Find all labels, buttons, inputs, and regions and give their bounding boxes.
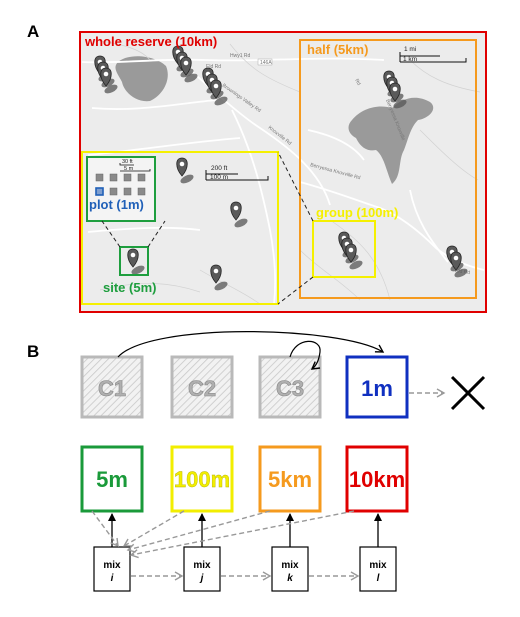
scale-box-100m: 100m	[170, 445, 234, 513]
dashed-5km-to-mix-i	[126, 510, 271, 553]
scale-label-inset-ft: 30 ft	[122, 159, 133, 165]
region-label-group: group (100m)	[316, 205, 398, 220]
road-label: Rd	[353, 78, 362, 87]
mix-box-word: mix	[103, 560, 121, 571]
region-half	[299, 39, 477, 299]
road-label: Eld Rd	[206, 64, 221, 70]
region-label-plot: plot (1m)	[89, 197, 144, 212]
mix-box-var: l	[377, 573, 380, 584]
connector-site-left	[101, 220, 121, 248]
scale-box-label-5km: 5km	[268, 467, 312, 492]
scale-label-km: 1 km	[403, 56, 417, 63]
control-box-c2: C2	[170, 355, 234, 419]
mix-box-word: mix	[193, 560, 211, 571]
mix-box-word: mix	[369, 560, 387, 571]
connector-group-top	[277, 151, 314, 222]
road-label: Hwy1 Rd	[230, 53, 251, 59]
arrow-c3-loop	[289, 340, 321, 370]
connector-group-bottom	[277, 276, 314, 305]
mix-box-var: i	[111, 573, 114, 584]
scale-label-m: 100 m	[210, 174, 228, 181]
region-site	[119, 246, 149, 276]
plot-box-label: 1m	[361, 376, 393, 401]
mix-box-var: j	[199, 573, 204, 584]
scale-box-label-5m: 5m	[96, 467, 128, 492]
region-label-half: half (5km)	[307, 42, 368, 57]
panel-a-letter: A	[27, 22, 39, 41]
control-label-c3: C3	[276, 376, 304, 401]
lake-east	[348, 97, 434, 184]
route-shield	[257, 58, 273, 66]
arrow-c1-to-1m	[117, 331, 385, 358]
scale-bar-top	[399, 52, 467, 63]
scale-bar-inset	[119, 163, 151, 172]
scale-label-inset-m: 5 m	[124, 166, 134, 172]
region-group	[312, 220, 376, 278]
dashed-10km-to-mix-i	[129, 510, 355, 559]
region-whole-reserve	[79, 31, 487, 313]
dashed-100m-to-mix-i	[122, 510, 185, 547]
scale-box-label-10km: 10km	[349, 467, 405, 492]
scale-box-5m: 5m	[80, 445, 144, 513]
control-label-c1: C1	[98, 376, 126, 401]
connector-site-right	[147, 220, 166, 248]
panel-b-letter: B	[27, 342, 39, 361]
region-label-whole: whole reserve (10km)	[84, 34, 217, 49]
plot-box-1m: 1m	[345, 355, 409, 419]
scale-box-10km: 10km	[345, 445, 409, 513]
scale-bar-mid	[205, 170, 269, 181]
mix-box-word: mix	[281, 560, 299, 571]
road-label: 146A	[260, 60, 272, 66]
mix-box-j: mix j	[183, 546, 221, 592]
region-label-site: site (5m)	[103, 280, 156, 295]
dashed-5m-to-mix-i	[91, 510, 119, 548]
mix-box-l: mix l	[359, 546, 397, 592]
region-site-area	[81, 151, 279, 305]
scale-box-5km: 5km	[258, 445, 322, 513]
control-label-c2: C2	[188, 376, 216, 401]
control-box-c1: C1	[80, 355, 144, 419]
control-box-c3: C3	[258, 355, 322, 419]
mix-box-var: k	[287, 573, 293, 584]
mix-box-i: mix i	[93, 546, 131, 592]
scale-box-label-100m: 100m	[174, 467, 230, 492]
scale-label-mi: 1 mi	[404, 46, 416, 53]
x-mark-icon	[450, 375, 486, 411]
plot-grid	[95, 173, 146, 196]
lake-west	[115, 56, 168, 102]
scale-label-ft: 200 ft	[211, 165, 227, 172]
mix-box-k: mix k	[271, 546, 309, 592]
